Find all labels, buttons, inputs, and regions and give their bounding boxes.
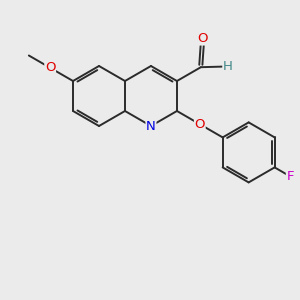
Text: F: F [286, 170, 294, 183]
Text: N: N [146, 119, 156, 133]
Text: O: O [45, 61, 56, 74]
Text: O: O [195, 118, 205, 131]
Text: H: H [223, 60, 233, 73]
Text: O: O [197, 32, 208, 45]
